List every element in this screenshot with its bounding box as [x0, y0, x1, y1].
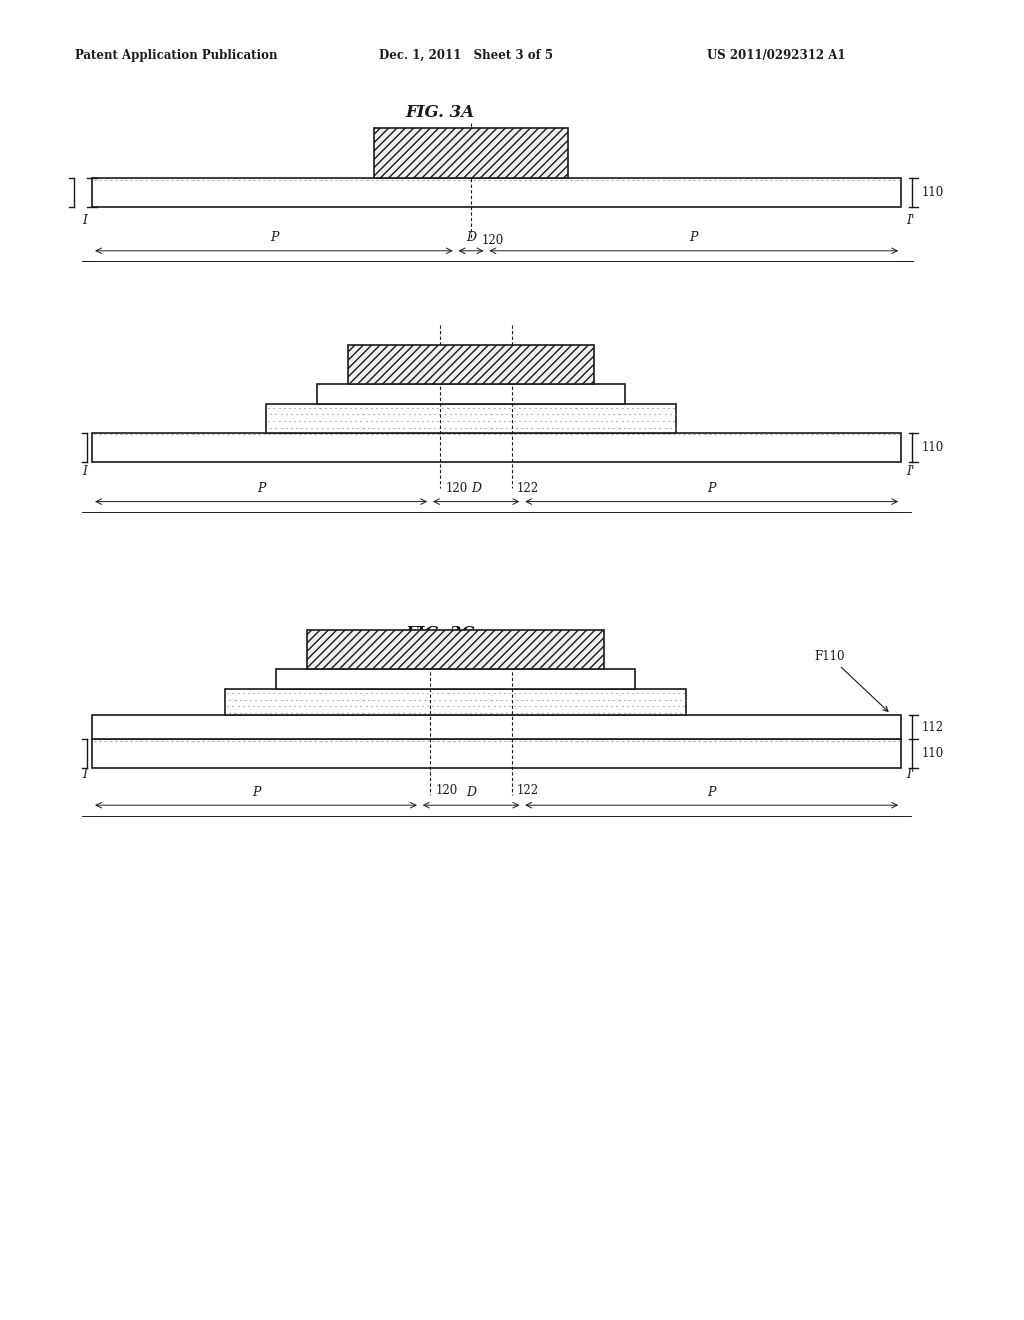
- Bar: [92, 433, 901, 462]
- Bar: [92, 178, 901, 207]
- Text: 110: 110: [922, 441, 944, 454]
- Bar: [307, 630, 604, 669]
- Text: I: I: [82, 768, 87, 781]
- Text: FIG. 3A: FIG. 3A: [406, 104, 475, 120]
- Bar: [276, 669, 635, 689]
- Bar: [348, 345, 594, 384]
- Text: 110: 110: [922, 186, 944, 199]
- Bar: [374, 128, 568, 178]
- Text: FIG. 3C: FIG. 3C: [406, 626, 475, 642]
- Text: I': I': [906, 214, 914, 227]
- Text: FIG. 3B: FIG. 3B: [406, 348, 475, 364]
- Text: I': I': [906, 465, 914, 478]
- Text: 120: 120: [445, 482, 468, 495]
- Text: I: I: [82, 214, 87, 227]
- Text: 120: 120: [481, 234, 504, 247]
- Bar: [92, 715, 901, 739]
- Text: 122: 122: [517, 784, 540, 797]
- Text: D: D: [471, 482, 481, 495]
- Text: I': I': [906, 768, 914, 781]
- Text: D: D: [466, 231, 476, 244]
- Text: P: P: [269, 231, 279, 244]
- Text: I: I: [82, 465, 87, 478]
- Text: P: P: [257, 482, 265, 495]
- Bar: [266, 404, 676, 433]
- Text: P: P: [708, 482, 716, 495]
- Text: 110: 110: [922, 747, 944, 760]
- Text: P: P: [689, 231, 698, 244]
- Text: 120: 120: [435, 784, 458, 797]
- Text: 122: 122: [517, 482, 540, 495]
- Bar: [92, 739, 901, 768]
- Text: Patent Application Publication: Patent Application Publication: [75, 49, 278, 62]
- Text: US 2011/0292312 A1: US 2011/0292312 A1: [707, 49, 845, 62]
- Text: F110: F110: [814, 649, 888, 711]
- Text: P: P: [708, 785, 716, 799]
- Text: 112: 112: [922, 721, 944, 734]
- Text: P: P: [252, 785, 260, 799]
- Bar: [317, 384, 625, 404]
- Text: D: D: [466, 785, 476, 799]
- Text: Dec. 1, 2011   Sheet 3 of 5: Dec. 1, 2011 Sheet 3 of 5: [379, 49, 553, 62]
- Bar: [225, 689, 686, 715]
